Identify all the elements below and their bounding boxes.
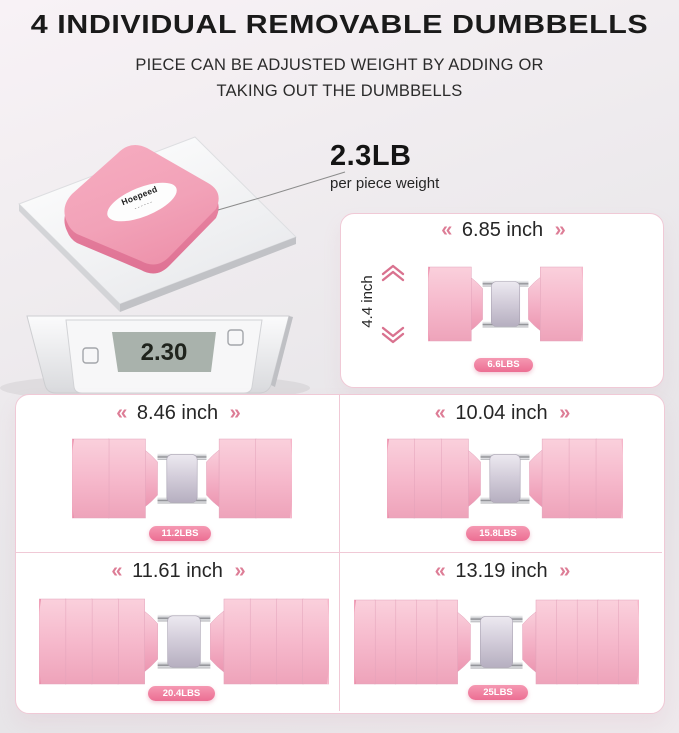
- svg-text:2.30: 2.30: [141, 339, 188, 366]
